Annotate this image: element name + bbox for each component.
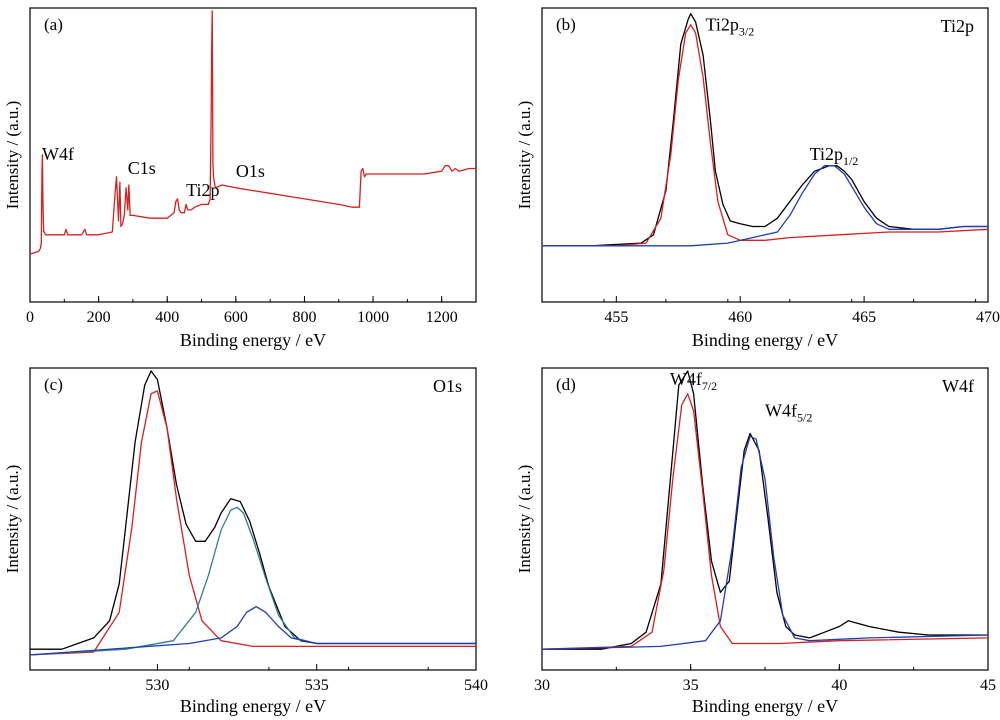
panel-b: 455 460 465 470 Binding energy / eV Intensity… — [515, 7, 1000, 350]
x-tick-label: 470 — [976, 309, 1000, 326]
plot-frame — [29, 7, 477, 303]
peak-annotation: O1s — [236, 161, 265, 181]
x-tick-label: 540 — [464, 677, 488, 694]
y-axis-label: Intensity / (a.u.) — [515, 465, 534, 574]
x-tick-label: 530 — [145, 677, 169, 694]
x-tick-label: 600 — [224, 309, 248, 326]
x-tick-label: 1200 — [426, 309, 458, 326]
peak-annotation: Ti2p1/2 — [810, 144, 859, 168]
series-line-1 — [542, 13, 988, 247]
y-axis-label: Intensity / (a.u.) — [3, 465, 22, 574]
panel-label: (b) — [556, 15, 576, 34]
x-tick-label: 200 — [87, 309, 111, 326]
x-tick-label: 30 — [534, 677, 550, 694]
x-axis-label: Binding energy / eV — [692, 330, 838, 350]
x-tick-label: 0 — [26, 309, 34, 326]
element-label: O1s — [433, 376, 462, 396]
panel-label: (c) — [44, 375, 63, 394]
x-tick-label: 535 — [305, 677, 329, 694]
element-label: Ti2p — [941, 16, 974, 36]
series-line-4 — [29, 605, 476, 656]
x-tick-label: 800 — [292, 309, 316, 326]
panel-label: (a) — [44, 15, 63, 34]
x-tick-label: 400 — [155, 309, 179, 326]
peak-annotation: W4f — [42, 144, 74, 164]
y-axis-label: Intensity / (a.u.) — [3, 101, 22, 210]
peak-annotation: Ti2p3/2 — [706, 14, 755, 38]
x-axis-label: Binding energy / eV — [692, 696, 838, 716]
x-tick-label: 465 — [852, 309, 876, 326]
series-line-3 — [542, 165, 988, 247]
peak-annotation: W4f7/2 — [670, 369, 717, 393]
x-tick-label: 40 — [831, 677, 847, 694]
series-line-1 — [29, 10, 476, 255]
y-axis-label: Intensity / (a.u.) — [515, 101, 534, 210]
series-line-2 — [542, 24, 989, 247]
panel-c: 530 535 540 Binding energy / eV Intensity / … — [3, 367, 488, 716]
series-line-2 — [29, 390, 476, 656]
x-tick-label: 45 — [980, 677, 996, 694]
panel-d: 30 35 40 45 Binding energy / eV Intensity / (… — [515, 367, 996, 716]
panel-a: 0 200 400 600 800 1000 1200 Binding energy / eV… — [3, 7, 477, 350]
series-line-1 — [542, 370, 988, 650]
x-tick-label: 35 — [683, 677, 699, 694]
panel-label: (d) — [556, 375, 576, 394]
x-tick-label: 460 — [728, 309, 752, 326]
plot-frame — [541, 7, 989, 303]
x-tick-label: 1000 — [357, 309, 389, 326]
peak-annotation: Ti2p — [186, 180, 219, 200]
element-label: W4f — [942, 376, 974, 396]
plot-frame — [29, 367, 477, 671]
series-line-1 — [30, 370, 476, 650]
x-axis-label: Binding energy / eV — [180, 330, 326, 350]
x-tick-label: 455 — [604, 309, 628, 326]
x-axis-label: Binding energy / eV — [180, 696, 326, 716]
series-line-3 — [541, 435, 989, 650]
peak-annotation: W4f5/2 — [765, 400, 812, 424]
series-line-2 — [541, 393, 989, 650]
peak-annotation: C1s — [128, 158, 156, 178]
series-line-3 — [29, 506, 476, 656]
